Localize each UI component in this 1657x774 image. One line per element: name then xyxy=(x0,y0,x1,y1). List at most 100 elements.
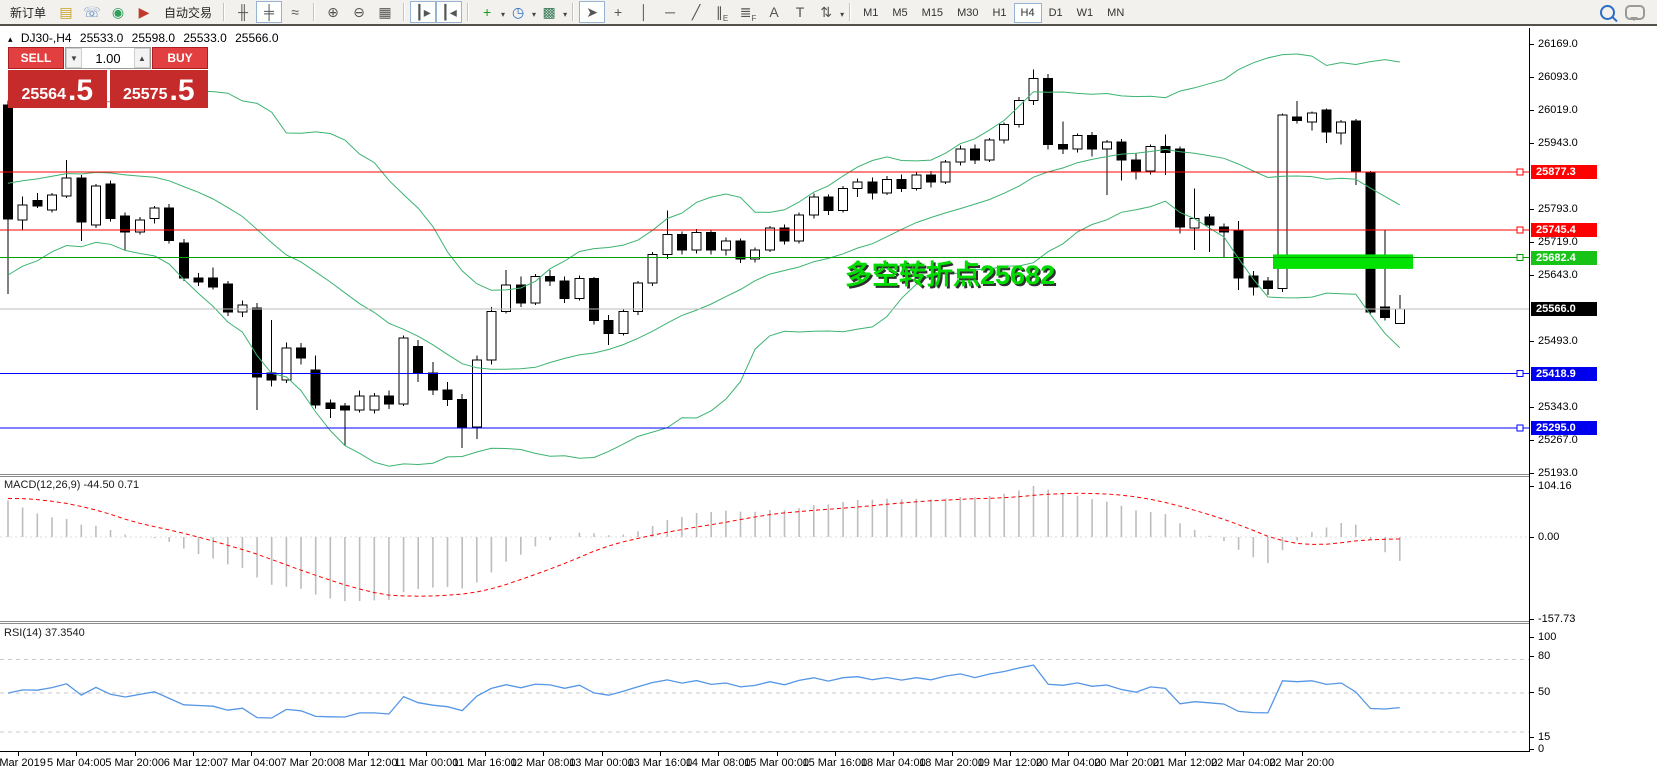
chat-icon[interactable] xyxy=(1625,4,1645,21)
template-icon-caret[interactable]: ▾ xyxy=(563,10,568,19)
add-indicator-icon[interactable]: + xyxy=(482,4,492,20)
add-indicator-icon-caret[interactable]: ▾ xyxy=(501,10,506,19)
zoom-out-icon[interactable]: ⊖ xyxy=(353,4,365,20)
panel-divider[interactable] xyxy=(0,474,1529,477)
toolbar-separator xyxy=(223,3,226,21)
candle-body xyxy=(252,307,263,378)
timeframe-m30[interactable]: M30 xyxy=(957,7,979,19)
volume-down-button[interactable]: ▼ xyxy=(66,48,82,68)
price-line-handle[interactable] xyxy=(1516,424,1524,432)
candle-body xyxy=(530,275,541,304)
volume-input[interactable] xyxy=(82,48,134,68)
fibonacci-icon[interactable]: ≣F xyxy=(739,4,757,23)
time-tick-label: 5 Mar 04:00 xyxy=(46,757,106,769)
timeframe-h4[interactable]: H4 xyxy=(1013,3,1042,23)
buy-button[interactable]: BUY xyxy=(152,47,208,69)
support-icon[interactable]: ☏ xyxy=(83,4,101,20)
time-tick xyxy=(951,752,953,756)
macd-signal-value: 0.71 xyxy=(117,479,140,491)
candle-body xyxy=(1365,171,1376,313)
candle-body xyxy=(823,196,834,211)
timeframe-m1[interactable]: M1 xyxy=(863,7,879,19)
timeframe-h1[interactable]: H1 xyxy=(992,7,1007,19)
timeframe-mn[interactable]: MN xyxy=(1107,7,1125,19)
candlestick-chart-icon[interactable]: ╪ xyxy=(256,1,283,23)
periods-icon-caret[interactable]: ▾ xyxy=(532,10,537,19)
trendline-icon[interactable]: ╱ xyxy=(691,4,701,20)
sell-price[interactable]: 25564 .5 xyxy=(8,70,107,108)
buy-price[interactable]: 25575 .5 xyxy=(109,70,208,108)
template-icon[interactable]: ▩ xyxy=(542,4,556,20)
horizontal-line-icon[interactable]: ─ xyxy=(665,4,676,20)
zoom-in-icon[interactable]: ⊕ xyxy=(327,4,339,20)
auto-scroll-icon[interactable]: ┃▸ xyxy=(410,1,437,23)
main-price-chart[interactable]: 多空转折点25682 xyxy=(0,28,1529,474)
bar-chart-icon[interactable]: ╫ xyxy=(238,4,248,20)
rsi-label: RSI(14) 37.3540 xyxy=(4,627,85,639)
time-tick xyxy=(251,752,253,756)
chart-annotation[interactable]: 多空转折点25682 xyxy=(845,259,1055,290)
time-tick xyxy=(1185,752,1186,756)
ledger-icon[interactable]: ▤ xyxy=(59,4,73,20)
time-tick xyxy=(193,752,195,756)
toolbar-separator xyxy=(849,3,852,21)
macd-tick-label: 0.00 xyxy=(1538,531,1560,543)
timeframe-m5[interactable]: M5 xyxy=(892,7,908,19)
time-tick-label: 20 Mar 20:00 xyxy=(1094,757,1160,769)
price-tick-label: 25193.0 xyxy=(1538,467,1578,479)
candle-body xyxy=(676,234,687,251)
label-icon[interactable]: T xyxy=(795,4,805,20)
candle-body xyxy=(1043,78,1054,145)
chart-shift-icon[interactable]: ┃◂ xyxy=(436,1,463,23)
axis-tick xyxy=(1530,275,1534,276)
line-chart-icon[interactable]: ≈ xyxy=(291,4,299,20)
panel-divider[interactable] xyxy=(0,621,1529,624)
axis-tick xyxy=(1530,486,1534,487)
current-price-badge: 25566.0 xyxy=(1531,302,1597,316)
highlight-rectangle[interactable] xyxy=(1273,254,1413,269)
timeframe-w1[interactable]: W1 xyxy=(1076,7,1094,19)
price-axis[interactable]: 26169.0 26093.0 26019.0 25943.0 25793.0 25719… xyxy=(1530,0,1657,774)
channel-icon[interactable]: ∥E xyxy=(715,4,729,23)
periods-icon[interactable]: ◷ xyxy=(511,4,525,20)
new-order-button[interactable]: 新订单 xyxy=(10,5,47,20)
candle-body xyxy=(969,148,980,161)
candle-body xyxy=(1321,109,1332,133)
sell-price-main: 25564 xyxy=(21,86,66,103)
candle-body xyxy=(911,174,922,189)
arrows-icon-caret[interactable]: ▾ xyxy=(840,10,845,19)
autotrade-label[interactable]: 自动交易 xyxy=(164,5,213,20)
signal-icon[interactable]: ◉ xyxy=(111,4,125,20)
candle-body xyxy=(706,231,717,251)
price-line-badge: 25877.3 xyxy=(1531,165,1597,179)
tile-windows-icon[interactable]: ▦ xyxy=(378,4,392,20)
vertical-line-icon[interactable]: │ xyxy=(639,4,649,20)
time-tick xyxy=(1126,752,1128,756)
crosshair-icon[interactable]: + xyxy=(613,4,623,20)
price-line-handle[interactable] xyxy=(1516,226,1524,234)
search-icon[interactable] xyxy=(1600,4,1615,20)
candle-body xyxy=(1013,99,1024,126)
volume-up-button[interactable]: ▲ xyxy=(134,48,150,68)
time-tick xyxy=(309,752,311,756)
candle-body xyxy=(515,284,526,304)
axis-tick xyxy=(1530,637,1534,638)
price-line-handle[interactable] xyxy=(1516,254,1524,262)
arrows-icon[interactable]: ⇅ xyxy=(820,4,832,20)
candle-body xyxy=(618,311,629,334)
sell-button[interactable]: SELL xyxy=(8,47,64,69)
candle-body xyxy=(794,214,805,242)
price-line-handle[interactable] xyxy=(1516,168,1524,176)
cursor-icon[interactable]: ➤ xyxy=(579,1,606,23)
price-line-badge: 25418.9 xyxy=(1531,367,1597,381)
text-icon[interactable]: A xyxy=(769,4,779,20)
timeframe-m15[interactable]: M15 xyxy=(921,7,944,19)
autotrade-icon[interactable]: ▶ xyxy=(138,4,150,20)
time-tick xyxy=(893,752,895,756)
price-line-handle[interactable] xyxy=(1516,370,1524,378)
toolbar: 新订单 ▤ ☏ ◉ ▶ 自动交易 ╫ ╪ ≈ ⊕ ⊖ ▦ ┃▸ ┃◂ + ▾ ◷ ▾ ▩ ▾ ➤ + │ ─ ╱ ∥… xyxy=(0,0,1657,26)
timeframe-d1[interactable]: D1 xyxy=(1048,7,1063,19)
candle-body xyxy=(1277,114,1288,290)
bollinger-upper-band xyxy=(7,53,1400,291)
